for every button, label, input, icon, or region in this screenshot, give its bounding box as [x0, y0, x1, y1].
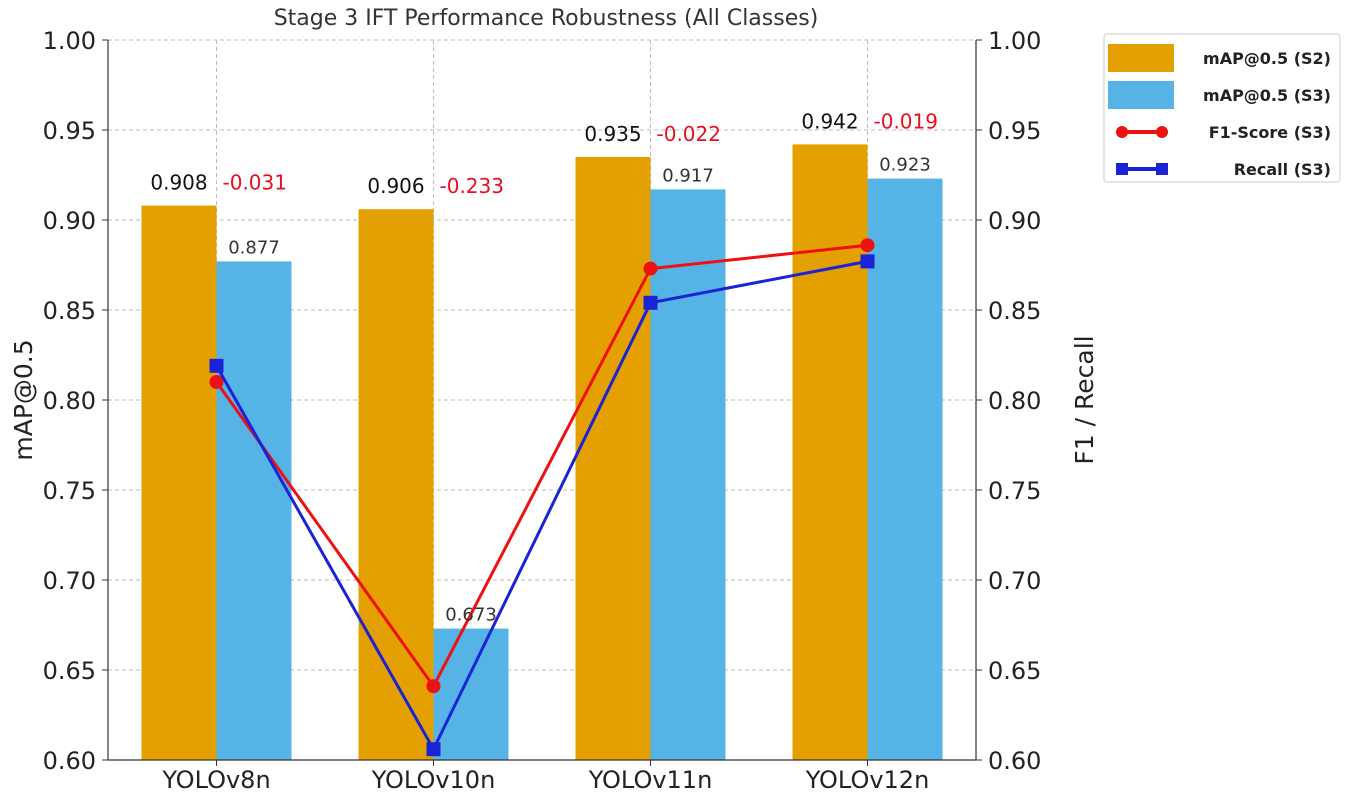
data-labels: 0.908 0.877 -0.031 0.906 0.673 -0.233 0.935 0.9…	[150, 109, 938, 625]
y-tick-label: 0.85	[43, 297, 96, 325]
bar-label-s2: 0.942	[801, 109, 858, 133]
y-tick-label: 0.75	[43, 477, 96, 505]
x-tick-label: YOLOv8n	[161, 766, 270, 793]
legend-marker	[1116, 126, 1128, 138]
y2-tick-label: 0.65	[988, 657, 1041, 685]
y2-tick-label: 0.60	[988, 747, 1041, 775]
legend-label: F1-Score (S3)	[1209, 123, 1331, 142]
point-f1	[643, 261, 658, 276]
line-square	[215, 259, 868, 753]
point-recall	[860, 254, 875, 269]
lines	[209, 238, 875, 757]
bar-label-s2: 0.908	[150, 171, 207, 195]
y-axis-label: mAP@0.5	[9, 339, 38, 460]
bar-s3	[216, 261, 292, 760]
y-tick-label: 1.00	[43, 27, 96, 55]
bar-label-s3: 0.673	[445, 605, 497, 626]
legend-label: mAP@0.5 (S3)	[1203, 86, 1331, 105]
legend-marker	[1156, 126, 1168, 138]
legend-marker	[1116, 163, 1128, 175]
y2-tick-label: 0.90	[988, 207, 1041, 235]
y2-tick-label: 0.80	[988, 387, 1041, 415]
x-tick-label: YOLOv10n	[371, 766, 496, 793]
bar-s3	[867, 178, 943, 761]
legend-marker	[1156, 163, 1168, 175]
delta-label: -0.019	[874, 109, 938, 133]
legend: mAP@0.5 (S2) mAP@0.5 (S3) F1-Score (S3) Rec…	[1103, 33, 1341, 183]
bar-label-s3: 0.917	[662, 165, 714, 186]
bar-label-s2: 0.935	[584, 122, 641, 146]
point-recall	[209, 358, 224, 373]
legend-label: Recall (S3)	[1234, 160, 1331, 179]
y2-tick-label: 1.00	[988, 27, 1041, 55]
x-tick-label: YOLOv12n	[805, 766, 930, 793]
legend-swatch	[1108, 44, 1174, 72]
bar-label-s3: 0.877	[228, 237, 280, 258]
y-tick-label: 0.70	[43, 567, 96, 595]
bar-s3	[650, 189, 726, 760]
y2-axis-label: F1 / Recall	[1070, 335, 1099, 464]
y2-tick-label: 0.95	[988, 117, 1041, 145]
x-tick-label: YOLOv11n	[588, 766, 713, 793]
legend-label: mAP@0.5 (S2)	[1203, 49, 1331, 68]
y2-tick-label: 0.70	[988, 567, 1041, 595]
bar-s2	[141, 205, 217, 761]
y-tick-label: 0.60	[43, 747, 96, 775]
y-tick-label: 0.65	[43, 657, 96, 685]
y-tick-label: 0.95	[43, 117, 96, 145]
axes: 0.60 0.60 0.65 0.65 0.70 0.70 0.75 0.75 0.80 0.80…	[43, 27, 1042, 793]
point-f1	[860, 238, 875, 253]
bar-label-s3: 0.923	[879, 155, 931, 176]
chart-title: Stage 3 IFT Performance Robustness (All …	[274, 6, 819, 31]
y2-tick-label: 0.75	[988, 477, 1041, 505]
legend-swatch	[1108, 81, 1174, 109]
point-f1	[426, 679, 441, 694]
delta-label: -0.031	[223, 171, 287, 195]
y-tick-label: 0.90	[43, 207, 96, 235]
bar-s2	[358, 209, 434, 760]
point-recall	[643, 295, 658, 310]
delta-label: -0.233	[440, 174, 504, 198]
y2-tick-label: 0.85	[988, 297, 1041, 325]
line-circle	[215, 243, 868, 690]
point-f1	[209, 375, 224, 389]
point-recall	[426, 742, 441, 757]
bar-s2	[575, 157, 651, 760]
bar-s3	[433, 628, 509, 760]
delta-label: -0.022	[657, 122, 721, 146]
bar-s2	[792, 144, 868, 760]
bar-label-s2: 0.906	[367, 174, 424, 198]
bars	[141, 144, 943, 761]
y-tick-label: 0.80	[43, 387, 96, 415]
